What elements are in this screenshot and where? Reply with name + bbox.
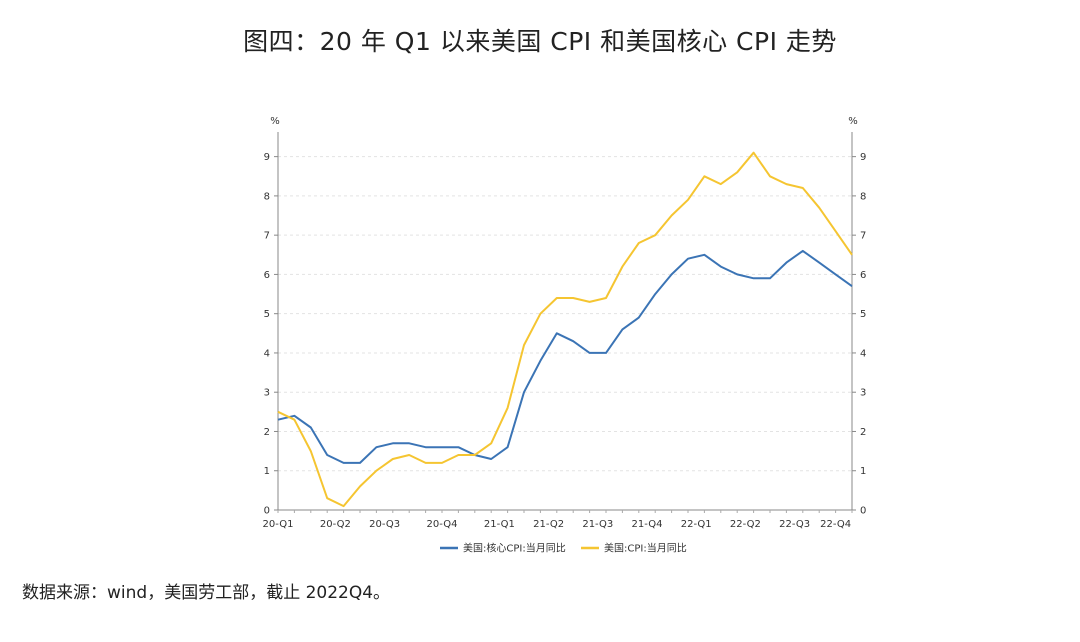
y-tick-label-left: 8 <box>264 191 270 202</box>
x-tick-label: 20-Q3 <box>369 519 400 530</box>
x-tick-label: 21-Q4 <box>632 519 663 530</box>
series-group <box>277 151 853 508</box>
y-tick-label-left: 4 <box>264 348 270 359</box>
series-line-2 <box>277 151 853 508</box>
gridlines <box>278 156 852 472</box>
y-unit-left: % <box>270 116 280 127</box>
y-tick-label-left: 3 <box>264 388 270 399</box>
y-tick-label-right: 2 <box>860 427 866 438</box>
y-tick-label-right: 0 <box>860 506 866 517</box>
y-tick-label-left: 0 <box>264 506 270 517</box>
y-tick-label-left: 7 <box>264 231 270 242</box>
legend-label: 美国:CPI:当月同比 <box>604 542 687 555</box>
x-tick-label: 20-Q4 <box>427 519 458 530</box>
y-tick-label-left: 2 <box>264 427 270 438</box>
x-tick-label: 22-Q3 <box>779 519 810 530</box>
legend-label: 美国:核心CPI:当月同比 <box>463 542 566 555</box>
y-tick-label-right: 9 <box>860 152 866 163</box>
y-tick-label-right: 1 <box>860 466 866 477</box>
chart-title: 图四：20 年 Q1 以来美国 CPI 和美国核心 CPI 走势 <box>243 27 837 56</box>
x-tick-label: 21-Q2 <box>533 519 564 530</box>
x-tick-label: 21-Q1 <box>484 519 515 530</box>
x-tick-label: 21-Q3 <box>582 519 613 530</box>
y-tick-label-left: 1 <box>264 466 270 477</box>
y-unit-right: % <box>848 116 858 127</box>
x-tick-label: 20-Q1 <box>263 519 294 530</box>
y-tick-label-right: 5 <box>860 309 866 320</box>
x-tick-label: 20-Q2 <box>320 519 351 530</box>
x-tick-label: 22-Q2 <box>730 519 761 530</box>
line-chart: 0 0 1 1 2 2 3 3 4 4 5 5 6 6 7 7 8 8 9 9% % 20-Q1 20-Q2 20-Q3 20-… <box>263 116 867 555</box>
axes: 0 0 1 1 2 2 3 3 4 4 5 5 6 6 7 7 8 8 9 9% % 20-Q1 20-Q2 20-Q3 20-… <box>263 116 867 530</box>
y-tick-label-right: 7 <box>860 231 866 242</box>
y-tick-label-right: 8 <box>860 191 866 202</box>
x-tick-label: 22-Q1 <box>681 519 712 530</box>
y-tick-label-right: 4 <box>860 348 866 359</box>
y-tick-label-left: 9 <box>264 152 270 163</box>
y-tick-label-left: 6 <box>264 270 270 281</box>
y-tick-label-right: 3 <box>860 388 866 399</box>
y-tick-label-right: 6 <box>860 270 866 281</box>
y-tick-label-left: 5 <box>264 309 270 320</box>
x-tick-label: 22-Q4 <box>820 519 851 530</box>
legend: 美国:核心CPI:当月同比 美国:CPI:当月同比 <box>440 542 687 555</box>
series-line-1 <box>277 249 853 464</box>
source-note: 数据来源：wind，美国劳工部，截止 2022Q4。 <box>22 583 391 603</box>
